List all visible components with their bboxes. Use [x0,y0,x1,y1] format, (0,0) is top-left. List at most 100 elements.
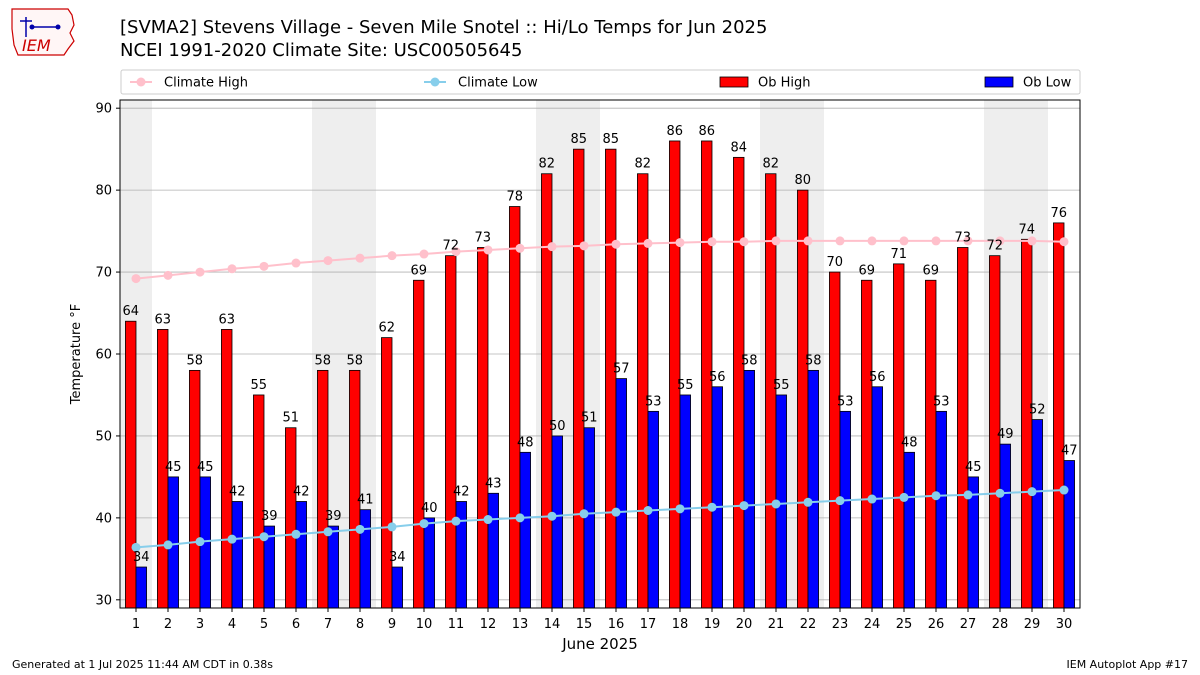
climate-high-point [387,251,397,261]
ob-high-label: 73 [954,230,971,245]
climate-low-point [451,516,461,526]
ob-low-bar [423,517,435,609]
climate-high-point [611,239,621,249]
ob-high-bar [957,247,969,609]
x-tick-label: 19 [704,617,721,632]
legend-marker [136,77,146,87]
climate-low-point [1059,485,1069,495]
x-tick-label: 13 [512,617,529,632]
climate-low-point [291,529,301,539]
climate-high-point [227,264,237,274]
x-tick-label: 9 [388,617,396,632]
ob-high-label: 72 [442,239,459,254]
climate-low-point [803,497,813,507]
climate-high-point [1059,237,1069,247]
ob-high-bar [413,279,425,609]
ob-low-label: 48 [901,435,918,450]
y-axis-label: Temperature °F [69,304,84,405]
climate-low-point [867,494,877,504]
ob-high-label: 85 [602,132,619,147]
climate-high-point [707,237,717,247]
climate-low-point [707,502,717,512]
climate-low-point [963,490,973,500]
x-tick-label: 27 [960,617,977,632]
climate-high-line [135,239,1065,280]
climate-low-point [515,513,525,523]
ob-low-bar [839,410,851,609]
ob-high-label: 58 [186,353,203,368]
ob-high-bar [477,247,489,609]
x-tick-label: 23 [832,617,849,632]
ob-low-label: 41 [357,493,374,508]
y-tick-label: 90 [95,102,112,117]
climate-high-point [1027,236,1037,246]
climate-high-point [483,245,493,255]
ob-high-bar [541,173,553,609]
climate-high-point [675,238,685,248]
ob-low-bar [295,501,307,609]
ob-low-label: 39 [325,509,342,524]
climate-low-point [323,527,333,537]
ob-low-bar [1031,419,1043,609]
ob-low-label: 58 [741,353,758,368]
x-tick-label: 29 [1024,617,1041,632]
climate-low-point [835,496,845,506]
ob-low-label: 42 [293,484,310,499]
y-tick-label: 80 [95,184,112,199]
ob-high-bar [221,329,233,609]
ob-high-label: 82 [538,157,555,172]
ob-high-label: 86 [698,124,715,139]
legend-label: Ob High [758,76,811,91]
ob-high-label: 74 [1018,222,1035,237]
climate-low-point [227,534,237,544]
ob-high-bar [189,369,201,609]
x-tick-label: 2 [164,617,172,632]
x-tick-label: 11 [448,617,465,632]
ob-high-bar [285,427,297,609]
climate-low-point [195,537,205,547]
legend-label: Climate High [164,76,248,91]
ob-low-label: 56 [709,370,726,385]
ob-high-bar [573,148,585,609]
ob-low-label: 47 [1061,444,1078,459]
ob-high-bar [509,206,521,609]
ob-high-label: 82 [634,157,651,172]
ob-high-label: 63 [154,312,171,327]
ob-low-label: 40 [421,501,438,516]
ob-low-bar [999,443,1011,609]
x-tick-label: 12 [480,617,497,632]
x-tick-label: 5 [260,617,268,632]
x-tick-label: 7 [324,617,332,632]
climate-low-point [739,501,749,511]
climate-high-point [291,258,301,268]
ob-high-bar [445,255,457,609]
ob-low-label: 43 [485,476,502,491]
generated-timestamp: Generated at 1 Jul 2025 11:44 AM CDT in … [12,658,273,671]
x-tick-label: 8 [356,617,364,632]
y-tick-label: 70 [95,266,112,281]
ob-high-label: 80 [794,173,811,188]
legend-box [120,69,1081,95]
climate-high-point [899,236,909,246]
y-tick-label: 30 [95,593,112,608]
ob-low-bar [135,566,147,609]
ob-low-bar [551,435,563,609]
climate-high-point [259,261,269,271]
climate-low-point [483,515,493,525]
logo-text: IEM [22,36,51,55]
ob-low-label: 45 [165,460,182,475]
climate-low-point [163,540,173,550]
ob-low-label: 58 [805,353,822,368]
climate-high-point [355,253,365,263]
ob-low-bar [487,492,499,609]
climate-high-point [419,249,429,259]
ob-low-label: 55 [773,378,790,393]
x-tick-label: 10 [416,617,433,632]
x-tick-label: 3 [196,617,204,632]
climate-low-line [135,489,1065,549]
climate-high-point [835,236,845,246]
ob-high-bar [733,156,745,609]
ob-high-label: 63 [218,312,235,327]
climate-low-point [1027,487,1037,497]
legend-swatch [984,76,1014,88]
